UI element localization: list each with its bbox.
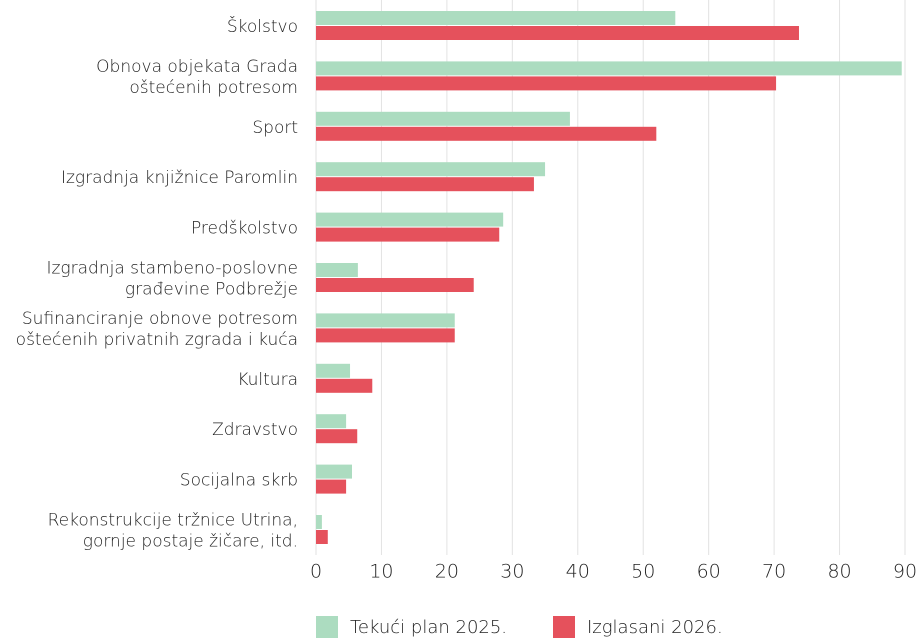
bar <box>316 530 328 544</box>
bar <box>316 378 373 393</box>
x-tick-label: 80 <box>827 561 851 583</box>
bar <box>316 414 347 429</box>
bar <box>316 26 799 40</box>
x-tick-label: 70 <box>762 561 786 583</box>
x-tick-label: 0 <box>310 561 322 583</box>
bar <box>316 363 351 378</box>
y-tick-label: Socijalna skrb <box>180 471 298 491</box>
bar <box>316 263 358 277</box>
bar <box>316 515 322 529</box>
bar <box>316 328 455 343</box>
bar <box>316 278 474 292</box>
y-tick-label: Školstvo <box>227 15 298 37</box>
y-tick-label: gornje postaje žičare, itd. <box>83 532 298 552</box>
bar <box>316 162 546 177</box>
y-tick-label: Sufinanciranje obnove potresom <box>22 309 298 329</box>
y-tick-label: Sport <box>252 118 298 138</box>
x-tick-label: 30 <box>500 561 524 583</box>
y-tick-label: Izgradnja knjižnice Paromlin <box>61 168 298 188</box>
y-tick-label: Rekonstrukcije tržnice Utrina, <box>48 511 298 531</box>
bar <box>316 464 352 479</box>
y-tick-label: oštećenih privatnih zgrada i kuća <box>16 330 298 350</box>
y-tick-label: Kultura <box>237 370 298 390</box>
x-tick-label: 20 <box>435 561 459 583</box>
bar <box>316 11 676 25</box>
bar <box>316 479 347 494</box>
x-tick-label: 40 <box>566 561 590 583</box>
legend-label: Tekući plan 2025. <box>350 617 507 638</box>
bar <box>316 227 500 242</box>
bar <box>316 177 534 192</box>
x-tick-label: 90 <box>893 561 917 583</box>
x-tick-label: 50 <box>631 561 655 583</box>
y-tick-label: Zdravstvo <box>212 420 298 440</box>
legend-label: Izglasani 2026. <box>587 617 723 638</box>
bar <box>316 429 358 444</box>
bar <box>316 212 504 227</box>
y-tick-label: građevine Podbrežje <box>125 280 298 300</box>
x-tick-label: 10 <box>369 561 393 583</box>
bar <box>316 61 902 76</box>
bar <box>316 76 777 91</box>
legend-swatch <box>316 616 338 638</box>
bar <box>316 313 455 328</box>
x-tick-label: 60 <box>697 561 721 583</box>
y-tick-label: Izgradnja stambeno-poslovne <box>47 259 299 279</box>
bar <box>316 126 657 141</box>
y-tick-label: Predškolstvo <box>191 219 298 239</box>
y-tick-label: Obnova objekata Grada <box>96 57 298 77</box>
y-tick-label: oštećenih potresom <box>129 78 298 98</box>
bar <box>316 111 570 126</box>
legend-swatch <box>553 616 575 638</box>
